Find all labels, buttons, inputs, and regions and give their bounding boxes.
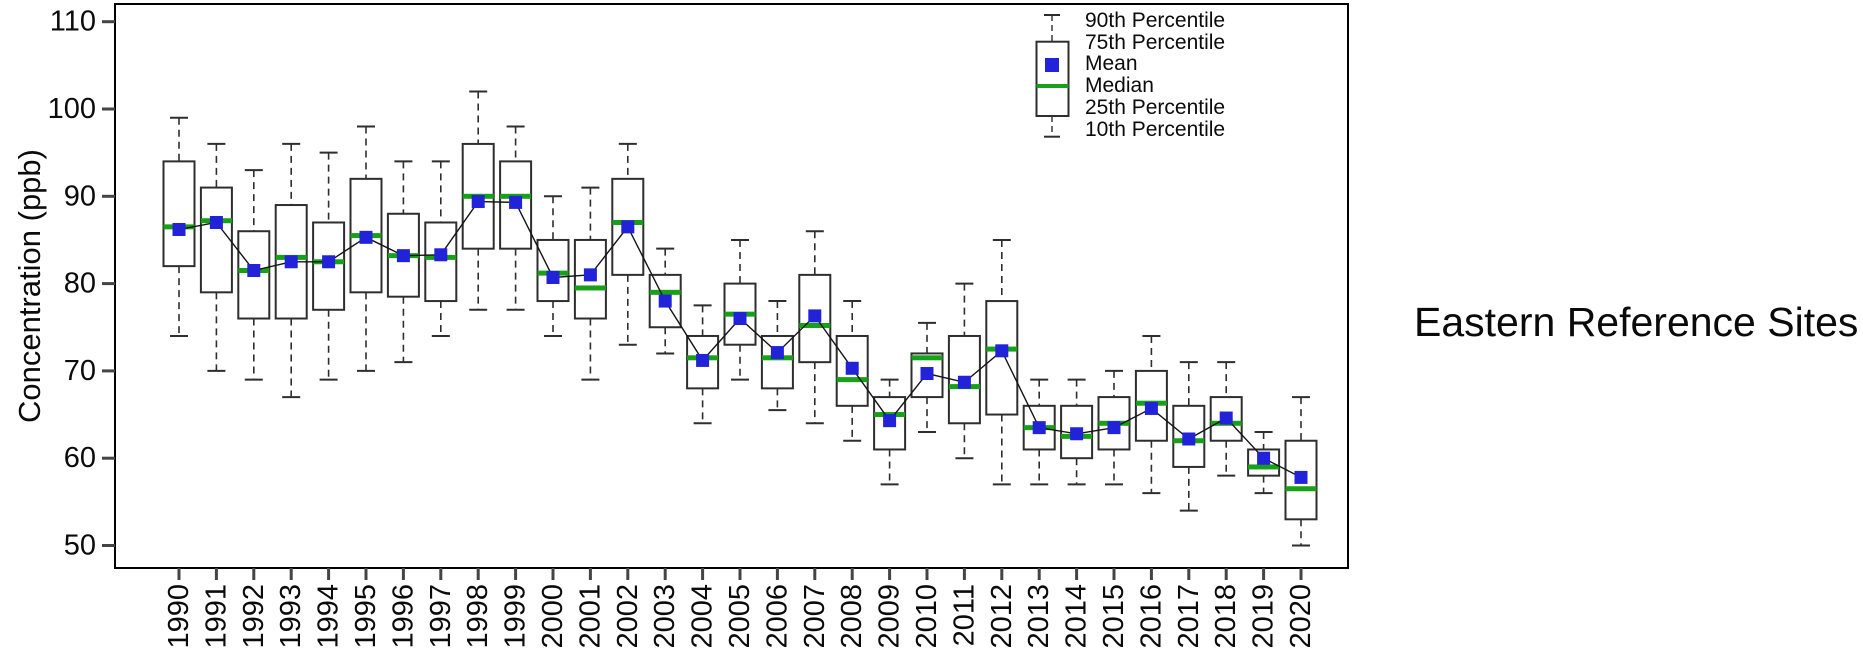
mean-marker <box>995 344 1009 358</box>
legend-item-90th: 90th Percentile <box>1085 9 1226 32</box>
x-tick-label: 2009 <box>874 584 906 649</box>
chart-side-title: Eastern Reference Sites <box>1414 299 1859 345</box>
mean-marker <box>247 264 261 278</box>
iqr-box <box>1247 448 1281 477</box>
median-line <box>1285 486 1317 492</box>
x-tick-label: 2006 <box>761 584 793 649</box>
y-tick-label: 80 <box>64 268 96 300</box>
mean-marker <box>1070 427 1084 441</box>
mean-marker <box>1294 470 1308 484</box>
median-line <box>911 355 943 361</box>
legend-item-10th: 10th Percentile <box>1085 117 1226 141</box>
y-axis-title: Concentration (ppb) <box>12 149 47 423</box>
x-tick-label: 1991 <box>200 584 232 649</box>
mean-marker <box>434 248 448 262</box>
mean-marker <box>808 309 822 323</box>
x-tick-label: 2007 <box>799 584 831 649</box>
mean-marker <box>920 367 934 381</box>
legend-median-line <box>1036 84 1069 88</box>
mean-marker <box>1144 401 1158 415</box>
iqr-box <box>1209 396 1243 442</box>
x-tick-label: 1990 <box>163 584 195 649</box>
x-tick-label: 1997 <box>425 584 457 649</box>
mean-marker <box>209 215 223 229</box>
mean-marker <box>1182 432 1196 446</box>
mean-marker <box>883 414 897 428</box>
mean-marker <box>658 294 672 308</box>
median-line <box>836 377 868 383</box>
x-tick-label: 1996 <box>387 584 419 649</box>
iqr-box <box>985 300 1019 416</box>
x-tick-label: 2019 <box>1248 584 1280 649</box>
mean-marker <box>172 222 186 236</box>
x-tick-label: 1994 <box>313 584 345 649</box>
x-tick-label: 2002 <box>612 584 644 649</box>
legend-item-75th: 75th Percentile <box>1085 30 1226 54</box>
x-tick-label: 2015 <box>1098 584 1130 649</box>
iqr-box <box>199 186 233 294</box>
x-tick-label: 1993 <box>275 584 307 649</box>
x-tick-label: 2016 <box>1135 584 1167 649</box>
x-tick-label: 2003 <box>649 584 681 649</box>
mean-marker <box>284 255 298 269</box>
x-tick-label: 1998 <box>462 584 494 649</box>
iqr-box <box>424 221 458 303</box>
legend-item-mean: Mean <box>1085 52 1138 76</box>
x-tick-label: 1995 <box>350 584 382 649</box>
iqr-box <box>536 238 570 303</box>
legend-item-25th: 25th Percentile <box>1085 95 1226 119</box>
mean-marker <box>396 249 410 263</box>
mean-marker <box>359 230 373 244</box>
x-tick-label: 2012 <box>986 584 1018 649</box>
mean-marker <box>845 361 859 375</box>
mean-marker <box>696 353 710 367</box>
median-line <box>1248 464 1280 470</box>
boxplot-chart-svg: 110 100 90 80 70 60 50 1990 1991 1992 1993 1994 1995… <box>48 3 1349 649</box>
iqr-box <box>162 160 196 268</box>
median-line <box>799 323 831 329</box>
x-tick-label: 2011 <box>948 584 980 646</box>
x-tick-label: 2008 <box>836 584 868 649</box>
x-tick-label: 2005 <box>724 584 756 649</box>
mean-marker <box>1107 421 1121 435</box>
x-tick-label: 2020 <box>1285 584 1317 649</box>
iqr-box <box>760 334 794 390</box>
legend-item-median: Median <box>1085 74 1154 98</box>
x-tick-label: 2001 <box>574 584 606 649</box>
mean-marker <box>770 346 784 360</box>
mean-marker <box>1219 411 1233 425</box>
y-tick-label: 50 <box>64 530 96 562</box>
y-tick-label: 110 <box>50 6 96 38</box>
y-tick-label: 90 <box>64 180 96 212</box>
mean-marker <box>322 255 336 269</box>
median-line <box>574 285 606 291</box>
x-tick-label: 2000 <box>537 584 569 649</box>
mean-marker <box>621 220 635 234</box>
y-tick-label: 100 <box>48 93 96 125</box>
mean-marker <box>509 195 523 209</box>
x-tick-label: 2010 <box>911 584 943 649</box>
mean-marker <box>546 270 560 284</box>
x-tick-label: 2017 <box>1173 584 1205 649</box>
x-tick-label: 2018 <box>1210 584 1242 649</box>
y-tick-label: 70 <box>64 355 96 387</box>
mean-marker <box>957 375 971 389</box>
x-tick-label: 2004 <box>687 584 719 649</box>
legend: 90th Percentile 75th Percentile Mean Med… <box>1085 10 1225 140</box>
legend-box <box>1035 40 1070 118</box>
mean-marker <box>1257 451 1271 465</box>
x-tick-label: 2014 <box>1061 584 1093 649</box>
mean-marker <box>733 312 747 326</box>
mean-marker <box>583 268 597 282</box>
x-tick-label: 1999 <box>500 584 532 649</box>
mean-marker <box>471 195 485 209</box>
legend-mean-marker <box>1045 58 1059 72</box>
x-tick-label: 2013 <box>1023 584 1055 649</box>
mean-marker <box>1032 421 1046 435</box>
x-tick-label: 1992 <box>238 584 270 649</box>
y-tick-label: 60 <box>64 442 96 474</box>
median-line <box>649 289 681 295</box>
